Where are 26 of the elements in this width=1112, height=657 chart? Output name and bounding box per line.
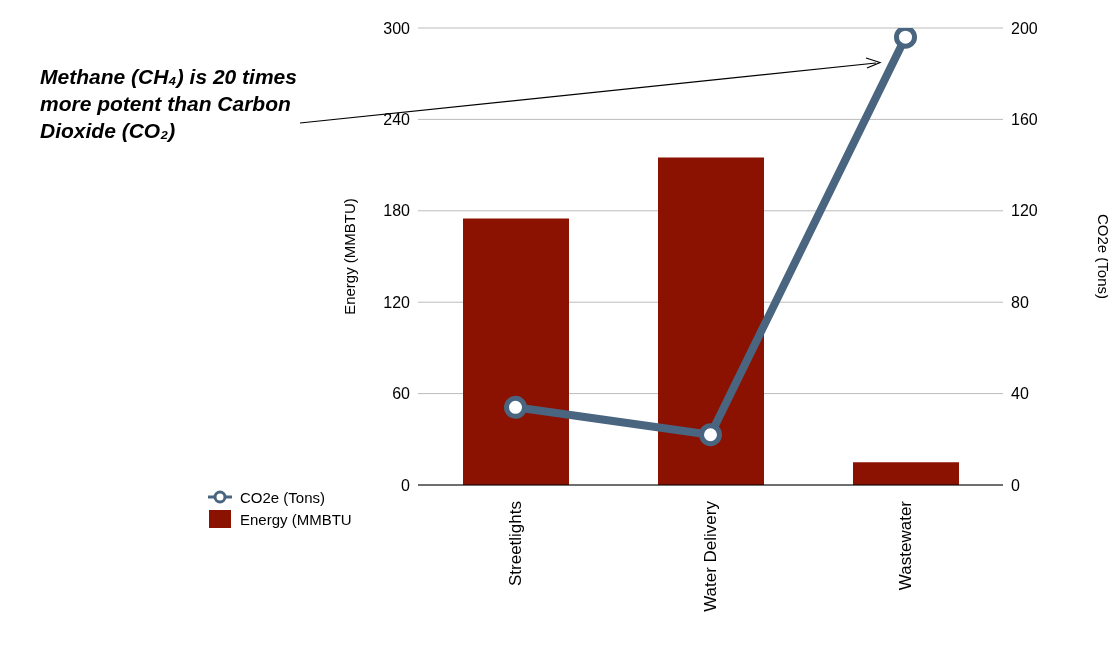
legend-label: CO2e (Tons) [240,488,326,506]
point [699,423,722,447]
y2-tick-label: 120 [1011,202,1038,220]
x-tick-label: Wastewater [896,500,915,591]
point [504,395,527,419]
y-tick-label: 60 [392,385,411,403]
y-tick-label: 180 [383,202,411,220]
y2-tick-label: 160 [1011,111,1038,129]
y2-tick-label: 80 [1011,293,1029,311]
y2-tick-label: 40 [1011,385,1029,403]
point [894,28,917,49]
y-tick-label: 300 [383,19,411,37]
bar [463,218,569,485]
y-tick-label: 120 [383,293,411,311]
x-tick-label: Streetlights [506,501,525,587]
y-axis-title: Energy (MMBTU) [341,198,359,315]
legend-label: Energy (MMBTU [240,510,352,528]
y-tick-label: 240 [383,111,411,129]
y-tick-label: 0 [401,476,411,494]
y2-axis-title: CO2e (Tons) [1094,213,1112,300]
bar [658,157,764,485]
x-tick-label: Water Delivery [701,500,720,612]
bar [853,462,959,485]
y2-tick-label: 0 [1011,476,1020,494]
y2-tick-label: 200 [1011,19,1038,37]
text: Methane (CH₄) is 20 times more potent than Carbon Dioxide (CO₂) [40,64,298,144]
